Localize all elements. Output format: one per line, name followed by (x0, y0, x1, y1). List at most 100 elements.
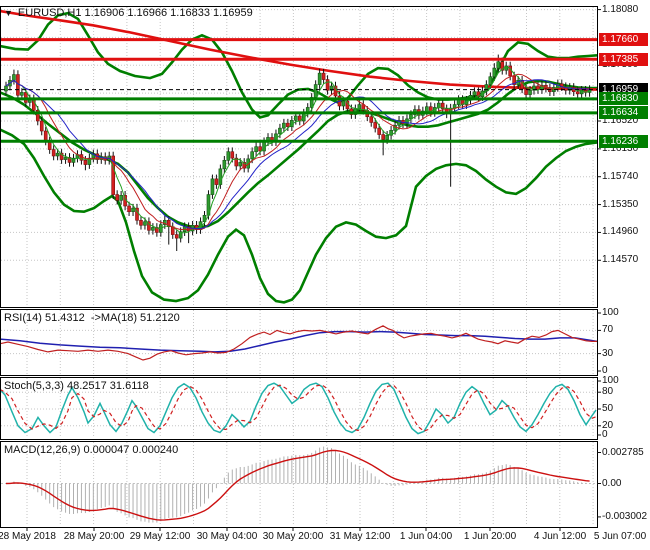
candle-body (43, 130, 48, 142)
time-axis-label: 29 May 12:00 (129, 531, 191, 542)
candle-body (512, 75, 516, 85)
rsi-panel-title: RSI(14) 51.4312 ->MA(18) 51.2120 (4, 312, 180, 324)
band-lower-line (0, 128, 598, 304)
rsi-axis-label: 70 (602, 324, 614, 336)
price-axis-label: 1.15740 (602, 170, 639, 182)
candle-body (238, 162, 243, 167)
candle-body (4, 85, 8, 92)
red-price-badge: 1.17385 (599, 52, 648, 66)
candle-body (397, 119, 401, 126)
candle-body (329, 85, 334, 91)
rsi-axis-label: 0 (602, 365, 608, 376)
candle-body (436, 102, 441, 108)
candle-body (12, 74, 16, 81)
candle-body (63, 157, 68, 160)
candle-body (282, 122, 286, 129)
stoch-axis-label: 100 (602, 375, 619, 386)
candle-body (214, 178, 219, 185)
candle-body (119, 194, 123, 201)
time-axis-label: 31 May 12:00 (329, 531, 391, 542)
candle-body (131, 207, 135, 213)
symbol-ohlc-readout: EURUSD,H1 1.16906 1.16966 1.16833 1.1695… (17, 7, 253, 19)
candle-body (492, 67, 497, 78)
stoch-panel-title: Stoch(5,3,3) 48.2517 31.6118 (4, 380, 149, 392)
symbol-dropdown-icon[interactable]: ▼ (4, 8, 13, 18)
candle-body (496, 61, 501, 69)
time-axis-label: 1 Jun 20:00 (463, 531, 517, 542)
price-axis-label: 1.14570 (602, 254, 639, 266)
macd-signal-line (5, 449, 590, 521)
candle-body (254, 146, 258, 153)
time-axis-label: 28 May 2018 (0, 531, 56, 542)
rsi-line (0, 325, 597, 361)
candle-body (226, 151, 231, 161)
thin-ma-blue (5, 79, 590, 230)
candle-body (51, 149, 56, 157)
green-price-badge: 1.16634 (599, 106, 648, 120)
candle-body (373, 122, 378, 129)
candle-body (143, 221, 147, 226)
rsi-panel-border (0, 309, 598, 376)
stoch-d-line (0, 384, 597, 432)
main-panel-border (0, 6, 598, 308)
candle-body (155, 227, 159, 233)
price-axis-label: 1.16520 (602, 115, 639, 126)
candle-body (377, 127, 381, 135)
stoch-axis-label: 80 (602, 386, 614, 398)
candle-body (127, 205, 131, 213)
candle-body (222, 159, 227, 170)
red-price-badge: 1.17660 (599, 33, 648, 47)
stoch-axis-label: 20 (602, 419, 614, 431)
candle-body (210, 178, 215, 195)
candle-body (440, 102, 445, 110)
candle-body (87, 157, 92, 165)
time-axis-label: 4 Jun 12:00 (533, 531, 587, 542)
stoch-k-line (0, 382, 597, 435)
macd-panel-border (0, 441, 598, 528)
time-axis-label: 1 Jun 04:00 (399, 531, 453, 542)
candle-body (174, 234, 179, 239)
stoch-axis-label: 50 (602, 403, 614, 414)
candle-body (147, 221, 151, 231)
candle-body (357, 104, 362, 110)
candle-body (385, 134, 389, 140)
candle-body (579, 89, 584, 95)
candle-body (71, 157, 76, 163)
candle-body (575, 91, 580, 95)
candle-body (488, 76, 493, 85)
candle-body (178, 231, 183, 239)
candle-body (369, 116, 374, 123)
candle-body (218, 168, 223, 185)
price-axis-label: 1.14960 (602, 226, 639, 238)
candle-body (528, 89, 532, 95)
macd-axis-label: -0.003002 (602, 510, 648, 522)
candle-body (163, 219, 167, 225)
main-chart-title: ▼ EURUSD,H1 1.16906 1.16966 1.16833 1.16… (4, 7, 253, 19)
candle-body (111, 155, 115, 195)
rsi-axis-label: 100 (602, 307, 619, 318)
thin-ma-red (5, 73, 590, 231)
candle-body (321, 72, 326, 80)
candle-body (286, 122, 290, 128)
longterm-ma-line (0, 9, 598, 91)
candle-body (258, 146, 262, 152)
price-axis-label: 1.18080 (602, 3, 639, 15)
candle-body (59, 152, 64, 160)
green-price-badge: 1.16236 (599, 134, 648, 148)
candle-body (135, 207, 139, 221)
candle-body (67, 157, 72, 163)
candle-body (452, 104, 457, 109)
macd-panel-title: MACD(12,26,9) 0.000047 0.000240 (4, 444, 179, 456)
rsi-axis-label: 30 (602, 347, 614, 359)
candle-body (278, 127, 282, 135)
candle-body (341, 100, 346, 107)
candle-body (115, 194, 119, 201)
candle-body (202, 214, 207, 223)
candle-body (472, 91, 477, 96)
time-axis-label: 5 Jun 07:00 (593, 531, 647, 542)
candle-body (166, 219, 171, 228)
candle-body (313, 84, 318, 98)
time-axis-label: 30 May 04:00 (196, 531, 258, 542)
candle-body (294, 115, 298, 121)
